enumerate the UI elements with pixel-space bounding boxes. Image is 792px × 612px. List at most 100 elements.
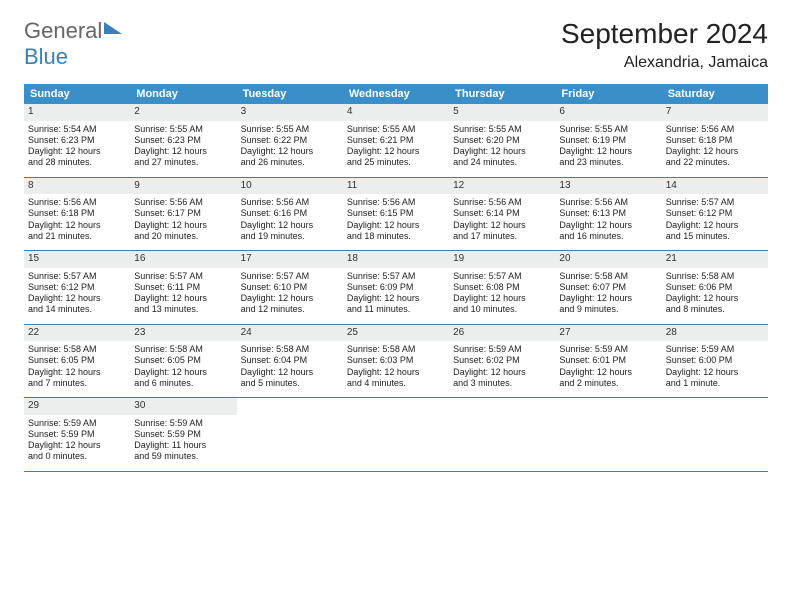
- daylight-line-1: Daylight: 12 hours: [453, 146, 551, 157]
- daylight-line-1: Daylight: 12 hours: [241, 146, 339, 157]
- day-cell: 14Sunrise: 5:57 AMSunset: 6:12 PMDayligh…: [662, 177, 768, 251]
- day-cell: 10Sunrise: 5:56 AMSunset: 6:16 PMDayligh…: [237, 177, 343, 251]
- sunrise-line: Sunrise: 5:58 AM: [559, 271, 657, 282]
- daylight-line-2: and 27 minutes.: [134, 157, 232, 168]
- day-of-week-header: Sunday: [24, 84, 130, 104]
- sunset-line: Sunset: 5:59 PM: [28, 429, 126, 440]
- day-number: 1: [24, 104, 130, 121]
- day-number: 22: [24, 325, 130, 342]
- daylight-line-1: Daylight: 12 hours: [241, 220, 339, 231]
- daylight-line-1: Daylight: 12 hours: [559, 293, 657, 304]
- daylight-line-1: Daylight: 11 hours: [134, 440, 232, 451]
- logo-text: General Blue: [24, 18, 122, 70]
- daylight-line-2: and 22 minutes.: [666, 157, 764, 168]
- daylight-line-1: Daylight: 12 hours: [666, 146, 764, 157]
- sunset-line: Sunset: 6:09 PM: [347, 282, 445, 293]
- sunrise-line: Sunrise: 5:57 AM: [241, 271, 339, 282]
- daylight-line-1: Daylight: 12 hours: [28, 220, 126, 231]
- daylight-line-2: and 7 minutes.: [28, 378, 126, 389]
- day-cell: 21Sunrise: 5:58 AMSunset: 6:06 PMDayligh…: [662, 251, 768, 325]
- daylight-line-1: Daylight: 12 hours: [241, 367, 339, 378]
- day-cell: 17Sunrise: 5:57 AMSunset: 6:10 PMDayligh…: [237, 251, 343, 325]
- sunrise-line: Sunrise: 5:59 AM: [28, 418, 126, 429]
- day-number: 26: [449, 325, 555, 342]
- daylight-line-1: Daylight: 12 hours: [241, 293, 339, 304]
- week-row: 15Sunrise: 5:57 AMSunset: 6:12 PMDayligh…: [24, 251, 768, 325]
- sunrise-line: Sunrise: 5:58 AM: [241, 344, 339, 355]
- daylight-line-1: Daylight: 12 hours: [134, 367, 232, 378]
- sunrise-line: Sunrise: 5:57 AM: [666, 197, 764, 208]
- title-block: September 2024 Alexandria, Jamaica: [561, 18, 768, 72]
- day-of-week-row: SundayMondayTuesdayWednesdayThursdayFrid…: [24, 84, 768, 104]
- day-of-week-header: Saturday: [662, 84, 768, 104]
- sunrise-line: Sunrise: 5:56 AM: [28, 197, 126, 208]
- week-row: 22Sunrise: 5:58 AMSunset: 6:05 PMDayligh…: [24, 324, 768, 398]
- day-number: 16: [130, 251, 236, 268]
- day-cell: 12Sunrise: 5:56 AMSunset: 6:14 PMDayligh…: [449, 177, 555, 251]
- sunrise-line: Sunrise: 5:55 AM: [134, 124, 232, 135]
- day-number: 18: [343, 251, 449, 268]
- day-number: 27: [555, 325, 661, 342]
- sunrise-line: Sunrise: 5:59 AM: [559, 344, 657, 355]
- day-cell: 29Sunrise: 5:59 AMSunset: 5:59 PMDayligh…: [24, 398, 130, 472]
- day-cell: 9Sunrise: 5:56 AMSunset: 6:17 PMDaylight…: [130, 177, 236, 251]
- day-cell: 26Sunrise: 5:59 AMSunset: 6:02 PMDayligh…: [449, 324, 555, 398]
- daylight-line-2: and 6 minutes.: [134, 378, 232, 389]
- daylight-line-2: and 25 minutes.: [347, 157, 445, 168]
- daylight-line-2: and 3 minutes.: [453, 378, 551, 389]
- day-cell: 27Sunrise: 5:59 AMSunset: 6:01 PMDayligh…: [555, 324, 661, 398]
- daylight-line-1: Daylight: 12 hours: [134, 146, 232, 157]
- daylight-line-2: and 20 minutes.: [134, 231, 232, 242]
- daylight-line-2: and 4 minutes.: [347, 378, 445, 389]
- sunrise-line: Sunrise: 5:54 AM: [28, 124, 126, 135]
- day-cell: 20Sunrise: 5:58 AMSunset: 6:07 PMDayligh…: [555, 251, 661, 325]
- sunset-line: Sunset: 6:17 PM: [134, 208, 232, 219]
- calendar-page: General Blue September 2024 Alexandria, …: [0, 0, 792, 490]
- sunrise-line: Sunrise: 5:56 AM: [347, 197, 445, 208]
- day-cell: 2Sunrise: 5:55 AMSunset: 6:23 PMDaylight…: [130, 104, 236, 177]
- day-of-week-header: Friday: [555, 84, 661, 104]
- day-number: 4: [343, 104, 449, 121]
- daylight-line-1: Daylight: 12 hours: [28, 293, 126, 304]
- daylight-line-2: and 10 minutes.: [453, 304, 551, 315]
- daylight-line-1: Daylight: 12 hours: [28, 367, 126, 378]
- daylight-line-1: Daylight: 12 hours: [453, 293, 551, 304]
- daylight-line-2: and 28 minutes.: [28, 157, 126, 168]
- sunset-line: Sunset: 6:12 PM: [666, 208, 764, 219]
- day-of-week-header: Monday: [130, 84, 236, 104]
- day-cell: 25Sunrise: 5:58 AMSunset: 6:03 PMDayligh…: [343, 324, 449, 398]
- week-row: 29Sunrise: 5:59 AMSunset: 5:59 PMDayligh…: [24, 398, 768, 472]
- day-number: 5: [449, 104, 555, 121]
- day-number: 9: [130, 178, 236, 195]
- day-cell: 18 Sunrise: 5:57 AMSunset: 6:09 PMDayligh…: [343, 251, 449, 325]
- day-number: 12: [449, 178, 555, 195]
- day-cell: 23Sunrise: 5:58 AMSunset: 6:05 PMDayligh…: [130, 324, 236, 398]
- day-of-week-header: Tuesday: [237, 84, 343, 104]
- day-cell: 19Sunrise: 5:57 AMSunset: 6:08 PMDayligh…: [449, 251, 555, 325]
- sunrise-line: Sunrise: 5:59 AM: [134, 418, 232, 429]
- day-cell: 1Sunrise: 5:54 AMSunset: 6:23 PMDaylight…: [24, 104, 130, 177]
- sunset-line: Sunset: 6:02 PM: [453, 355, 551, 366]
- daylight-line-2: and 9 minutes.: [559, 304, 657, 315]
- day-of-week-header: Wednesday: [343, 84, 449, 104]
- daylight-line-1: Daylight: 12 hours: [28, 440, 126, 451]
- day-cell: 3Sunrise: 5:55 AMSunset: 6:22 PMDaylight…: [237, 104, 343, 177]
- day-number: 30: [130, 398, 236, 415]
- daylight-line-1: Daylight: 12 hours: [347, 293, 445, 304]
- sunrise-line: Sunrise: 5:57 AM: [347, 271, 445, 282]
- calendar-body: 1Sunrise: 5:54 AMSunset: 6:23 PMDaylight…: [24, 104, 768, 471]
- day-number: 23: [130, 325, 236, 342]
- daylight-line-1: Daylight: 12 hours: [134, 293, 232, 304]
- day-cell: 6Sunrise: 5:55 AMSunset: 6:19 PMDaylight…: [555, 104, 661, 177]
- sunset-line: Sunset: 6:13 PM: [559, 208, 657, 219]
- day-cell: [449, 398, 555, 472]
- day-number: 17: [237, 251, 343, 268]
- day-number: 14: [662, 178, 768, 195]
- daylight-line-1: Daylight: 12 hours: [347, 146, 445, 157]
- day-cell: 24Sunrise: 5:58 AMSunset: 6:04 PMDayligh…: [237, 324, 343, 398]
- daylight-line-1: Daylight: 12 hours: [666, 367, 764, 378]
- daylight-line-2: and 15 minutes.: [666, 231, 764, 242]
- sunset-line: Sunset: 6:03 PM: [347, 355, 445, 366]
- location: Alexandria, Jamaica: [561, 54, 768, 72]
- sunset-line: Sunset: 6:05 PM: [28, 355, 126, 366]
